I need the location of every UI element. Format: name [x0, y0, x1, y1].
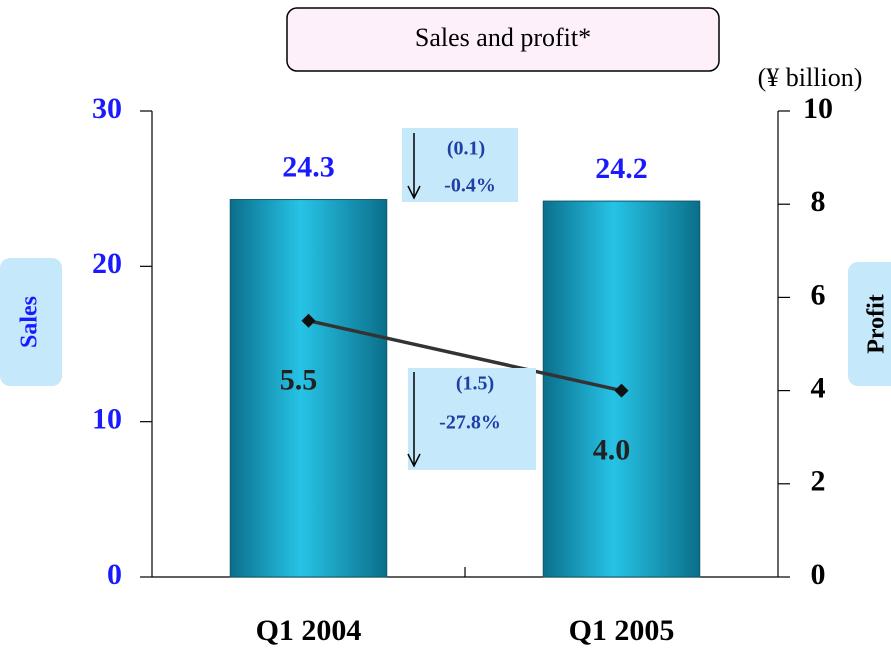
annotation-change: (1.5) — [456, 373, 494, 395]
y2-label-box — [848, 262, 891, 386]
line-value-label: 4.0 — [593, 433, 631, 466]
title-box — [286, 7, 720, 72]
y2-tick-label: 8 — [811, 185, 826, 218]
annotation-percent: -27.8% — [439, 412, 501, 434]
bar — [229, 199, 388, 578]
bar-value-label: 24.3 — [282, 150, 335, 183]
unit-label: (¥ billion) — [758, 63, 863, 92]
y2-tick-label: 0 — [811, 558, 826, 591]
y2-tick-label: 6 — [811, 278, 826, 311]
bar-value-label: 24.2 — [595, 152, 648, 185]
y-axis-label: Sales — [17, 296, 43, 348]
y-tick-label: 0 — [107, 558, 122, 591]
profit-line — [308, 318, 622, 393]
line-marker — [614, 383, 629, 398]
annotation-box — [402, 128, 518, 202]
plot-area: 0 10 20 30 0 2 4 6 8 10 Q1 2004 Q1 2005 24.3 24.2 5.5 4… — [92, 92, 833, 647]
annotation-box — [408, 368, 536, 470]
x-tick-label: Q1 2005 — [569, 614, 675, 647]
line-value-label: 5.5 — [280, 364, 318, 397]
annotation-arrowhead — [407, 453, 421, 468]
annotation-percent: -0.4% — [444, 175, 496, 197]
y2-tick-label: 2 — [811, 465, 826, 498]
annotation-change: (0.1) — [447, 138, 485, 160]
y2-axis-label: Profit — [864, 294, 890, 354]
annotation-arrowhead — [407, 185, 421, 200]
y2-tick-label: 10 — [803, 92, 833, 125]
y-tick-label: 10 — [92, 403, 122, 436]
y-tick-label: 20 — [92, 247, 122, 280]
chart-title: Sales and profit* — [415, 23, 591, 52]
x-tick-label: Q1 2004 — [256, 614, 362, 647]
y-tick-label: 30 — [92, 92, 122, 125]
y2-tick-label: 4 — [811, 371, 826, 404]
line-marker — [301, 313, 316, 328]
y-label-box — [0, 258, 62, 386]
